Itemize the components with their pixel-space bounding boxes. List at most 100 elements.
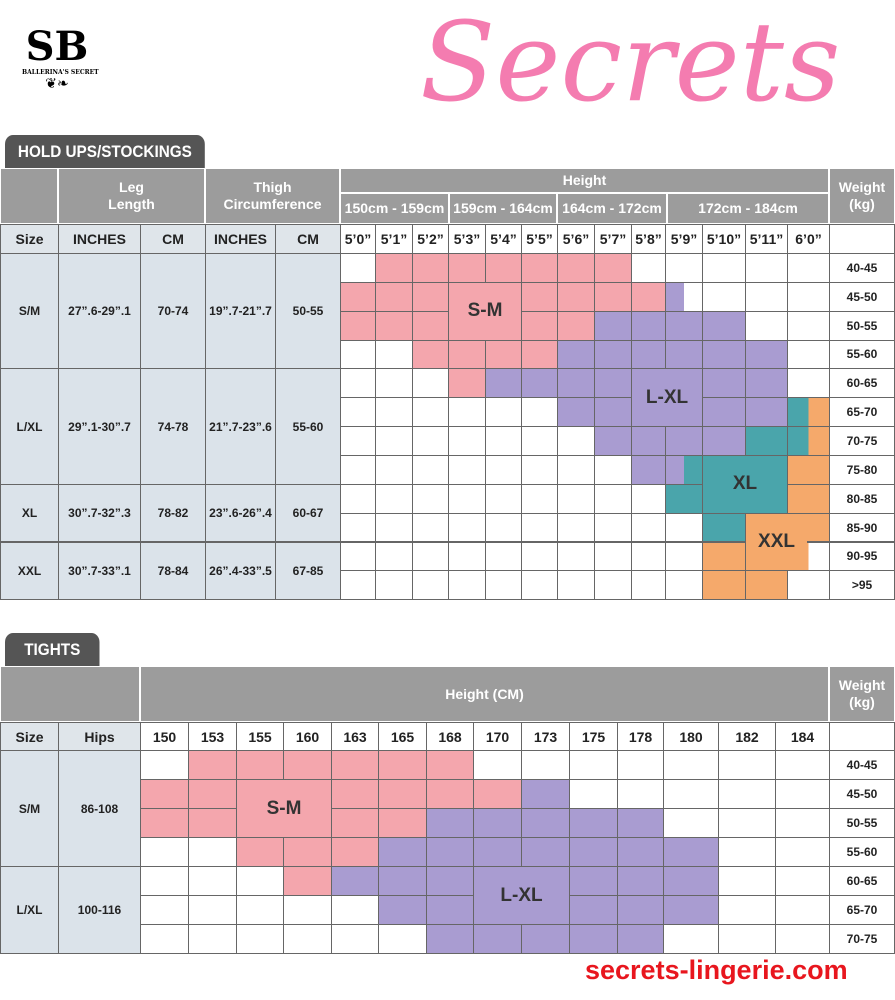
height-column-header: 5’10” [702,224,746,254]
size-row-size: S/M [0,750,59,867]
stockings-size-cell [631,483,666,514]
stockings-size-cell [557,339,595,370]
size-row-thigh_cm: 50-55 [275,253,341,370]
size-row-leg_cm: 78-84 [140,541,206,601]
tights-size-cell [718,779,776,809]
size-row-leg_in: 27”.6-29”.1 [58,253,141,370]
stockings-size-label: XL [703,455,787,513]
tights-size-cell [663,837,719,867]
stockings-size-cell [631,512,666,543]
weight-label: 45-50 [829,779,895,809]
stockings-size-cell [557,368,595,399]
size-row-thigh_in: 23”.6-26”.4 [205,483,276,543]
tights-size-cell [473,837,522,867]
stockings-size-cell [787,339,830,370]
tights-size-cell [617,750,664,780]
website-link[interactable]: secrets-lingerie.com [585,955,848,985]
weight-label: 40-45 [829,750,895,780]
weight-label: 85-90 [829,512,895,543]
tights-size-cell [331,924,379,954]
tights-size-cell [283,750,332,780]
size-row-size: S/M [0,253,59,370]
stockings-size-cell [412,281,449,312]
weight-label: 60-65 [829,866,895,896]
stockings-size-cell [631,310,666,341]
stockings-size-cell [412,454,449,485]
weight-header: Weight (kg) [829,666,895,722]
stockings-size-label: S-M [449,282,521,340]
stockings-size-cell [375,253,413,283]
column-header: CM [140,224,206,254]
stockings-size-cell [594,281,632,312]
stockings-size-cell [375,368,413,399]
stockings-size-cell [375,512,413,543]
tights-size-cell [617,924,664,954]
stockings-size-cell [485,397,522,428]
stockings-size-cell [557,570,595,601]
height-column-header: 180 [663,722,719,751]
stockings-size-cell [448,339,486,370]
tights-size-cell [718,924,776,954]
weight-label: 65-70 [829,895,895,925]
stockings-size-cell [557,483,595,514]
stockings-size-cell [745,281,788,312]
stockings-size-cell [340,310,376,341]
tights-size-cell [426,866,474,896]
tights-size-cell [775,750,830,780]
height-header: Height (CM) [140,666,829,722]
tights-size-label: L-XL [474,867,569,924]
height-column-header: 5’9” [665,224,703,254]
tights-size-cell [140,866,189,896]
stockings-size-cell [557,454,595,485]
stockings-size-cell [448,483,486,514]
stockings-size-cell [375,426,413,456]
stockings-size-cell [594,483,632,514]
watermark-script: Secrets [420,0,841,126]
tights-size-cell [236,866,284,896]
height-column-header: 6’0” [787,224,830,254]
stockings-size-cell [412,426,449,456]
stockings-size-cell [557,310,595,341]
tights-size-cell [378,924,427,954]
stockings-size-cell [485,368,522,399]
stockings-size-cell [665,454,703,485]
stockings-size-cell [787,397,830,428]
stockings-size-cell [521,570,558,601]
ornament-icon: ❦❧ [45,75,69,91]
tights-size-cell [521,779,570,809]
tights-size-cell [617,895,664,925]
stockings-size-cell [594,512,632,543]
stockings-size-cell [702,426,746,456]
tights-size-cell [663,750,719,780]
size-row-thigh_cm: 60-67 [275,483,341,543]
stockings-size-cell [631,541,666,572]
height-column-header: 5’5” [521,224,558,254]
tights-size-cell [569,924,618,954]
stockings-size-cell [594,570,632,601]
weight-label: 50-55 [829,310,895,341]
tights-size-cell [188,837,237,867]
tights-size-cell [236,895,284,925]
tights-size-cell [188,808,237,838]
weight-label: 65-70 [829,397,895,428]
tights-size-cell [718,837,776,867]
stockings-size-cell [375,541,413,572]
stockings-size-cell [702,397,746,428]
tights-size-cell [663,808,719,838]
height-column-header: 5’2” [412,224,449,254]
stockings-size-cell [702,339,746,370]
stockings-size-cell [340,541,376,572]
size-row-leg_in: 29”.1-30”.7 [58,368,141,485]
tights-tab: TIGHTS [5,633,100,666]
weight-label: 80-85 [829,483,895,514]
stockings-size-cell [665,483,703,514]
stockings-size-cell [340,397,376,428]
tights-size-cell [188,779,237,809]
stockings-size-cell [702,512,746,543]
stockings-size-cell [412,310,449,341]
tights-size-cell [775,895,830,925]
stockings-size-cell [485,512,522,543]
tights-size-cell [426,779,474,809]
tights-size-cell [188,750,237,780]
tights-size-cell [236,837,284,867]
